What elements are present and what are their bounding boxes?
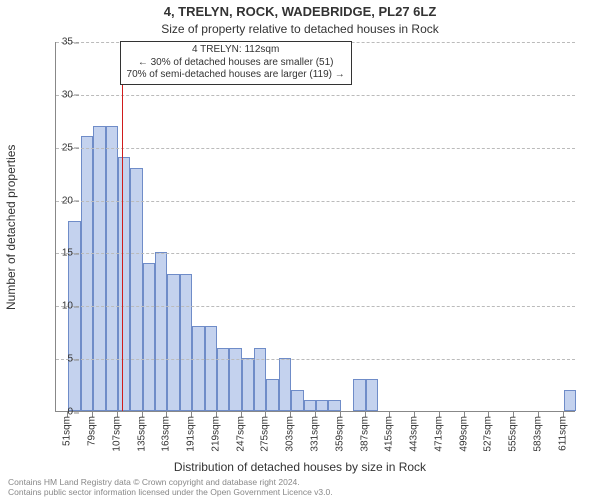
histogram-bar [266, 379, 278, 411]
x-tick-label: 247sqm [235, 416, 246, 452]
x-tick-label: 219sqm [210, 416, 221, 452]
annotation-box: 4 TRELYN: 112sqm← 30% of detached houses… [120, 41, 352, 85]
annotation-line: 4 TRELYN: 112sqm [127, 44, 345, 57]
histogram-bar [155, 252, 167, 411]
histogram-bar [130, 168, 142, 411]
y-tick-label: 20 [41, 195, 73, 206]
x-tick-label: 443sqm [409, 416, 420, 452]
y-tick-label: 10 [41, 301, 73, 312]
x-tick-label: 51sqm [62, 416, 73, 446]
x-tick-label: 107sqm [111, 416, 122, 452]
histogram-bar [93, 126, 105, 411]
y-axis-label: Number of detached properties [4, 144, 18, 309]
histogram-bar [328, 400, 340, 411]
histogram-bar [167, 274, 179, 411]
histogram-bar [242, 358, 254, 411]
chart-container: 4, TRELYN, ROCK, WADEBRIDGE, PL27 6LZ Si… [0, 0, 600, 500]
y-tick-label: 5 [41, 354, 73, 365]
x-tick-label: 527sqm [483, 416, 494, 452]
histogram-bar [366, 379, 378, 411]
histogram-bar [192, 326, 204, 411]
x-tick-label: 415sqm [384, 416, 395, 452]
x-tick-label: 499sqm [458, 416, 469, 452]
histogram-bar [217, 348, 229, 411]
histogram-bar [291, 390, 303, 411]
histogram-bar [564, 390, 576, 411]
y-tick-label: 15 [41, 248, 73, 259]
y-tick-label: 25 [41, 142, 73, 153]
plot-area: 4 TRELYN: 112sqm← 30% of detached houses… [55, 42, 575, 412]
histogram-bar [254, 348, 266, 411]
chart-title: 4, TRELYN, ROCK, WADEBRIDGE, PL27 6LZ [0, 4, 600, 19]
x-tick-label: 191sqm [186, 416, 197, 452]
histogram-bar [180, 274, 192, 411]
y-tick-label: 35 [41, 37, 73, 48]
y-tick-label: 30 [41, 89, 73, 100]
x-tick-label: 387sqm [359, 416, 370, 452]
histogram-bar [304, 400, 316, 411]
x-tick-label: 611sqm [557, 416, 568, 451]
histogram-bars [56, 42, 575, 411]
histogram-bar [353, 379, 365, 411]
x-tick-label: 555sqm [508, 416, 519, 452]
footer-line: Contains public sector information licen… [8, 488, 333, 498]
x-tick-label: 79sqm [87, 416, 98, 446]
histogram-bar [229, 348, 241, 411]
x-tick-label: 135sqm [136, 416, 147, 452]
histogram-bar [81, 136, 93, 411]
histogram-bar [205, 326, 217, 411]
annotation-line: ← 30% of detached houses are smaller (51… [127, 57, 345, 70]
annotation-line: 70% of semi-detached houses are larger (… [127, 69, 345, 82]
x-axis-label: Distribution of detached houses by size … [0, 460, 600, 474]
x-tick-label: 303sqm [285, 416, 296, 452]
x-tick-label: 163sqm [161, 416, 172, 452]
x-tick-label: 331sqm [310, 416, 321, 452]
histogram-bar [143, 263, 155, 411]
histogram-bar [279, 358, 291, 411]
x-tick-label: 275sqm [260, 416, 271, 452]
x-tick-label: 471sqm [433, 416, 444, 452]
chart-subtitle: Size of property relative to detached ho… [0, 22, 600, 36]
histogram-bar [316, 400, 328, 411]
x-tick-label: 359sqm [334, 416, 345, 452]
histogram-bar [118, 157, 130, 411]
histogram-bar [106, 126, 118, 411]
attribution-footer: Contains HM Land Registry data © Crown c… [8, 478, 333, 498]
x-tick-label: 583sqm [532, 416, 543, 452]
